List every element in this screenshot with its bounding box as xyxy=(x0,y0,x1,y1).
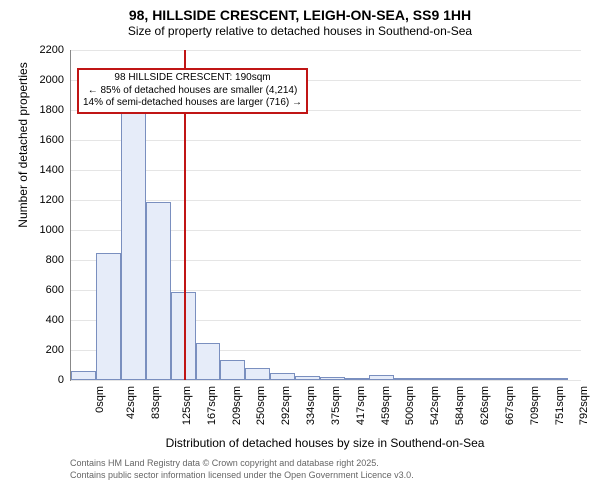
annotation-line: ← 85% of detached houses are smaller (4,… xyxy=(83,85,302,98)
x-tick-label: 250sqm xyxy=(255,386,267,425)
y-tick-label: 0 xyxy=(26,374,64,386)
histogram-bar xyxy=(295,376,320,381)
x-tick-label: 584sqm xyxy=(454,386,466,425)
y-tick-label: 1000 xyxy=(26,224,64,236)
x-tick-label: 417sqm xyxy=(355,386,367,425)
histogram-bar xyxy=(220,360,245,380)
histogram-bar xyxy=(196,343,220,381)
y-tick-label: 800 xyxy=(26,254,64,266)
x-tick-label: 292sqm xyxy=(280,386,292,425)
histogram-bar xyxy=(171,292,196,381)
x-tick-label: 83sqm xyxy=(150,386,162,419)
x-tick-label: 209sqm xyxy=(231,386,243,425)
x-tick-label: 125sqm xyxy=(181,386,193,425)
y-tick-label: 2200 xyxy=(26,44,64,56)
gridline xyxy=(71,170,581,171)
gridline xyxy=(71,140,581,141)
histogram-bar xyxy=(320,377,345,380)
y-tick-label: 1800 xyxy=(26,104,64,116)
x-tick-label: 667sqm xyxy=(504,386,516,425)
x-tick-label: 459sqm xyxy=(380,386,392,425)
histogram-bar xyxy=(394,378,419,380)
histogram-bar xyxy=(345,378,369,380)
histogram-bar xyxy=(96,253,120,381)
histogram-bar xyxy=(245,368,270,380)
histogram-bar xyxy=(121,110,146,380)
y-tick-label: 600 xyxy=(26,284,64,296)
gridline xyxy=(71,380,581,381)
x-tick-label: 334sqm xyxy=(305,386,317,425)
x-tick-label: 167sqm xyxy=(206,386,218,425)
x-tick-label: 751sqm xyxy=(554,386,566,425)
y-tick-label: 2000 xyxy=(26,74,64,86)
y-tick-label: 1200 xyxy=(26,194,64,206)
x-tick-label: 709sqm xyxy=(529,386,541,425)
histogram-bar xyxy=(444,378,468,380)
histogram-bar xyxy=(519,378,543,380)
annotation-box: 98 HILLSIDE CRESCENT: 190sqm← 85% of det… xyxy=(77,68,308,114)
annotation-line: 14% of semi-detached houses are larger (… xyxy=(83,97,302,110)
annotation-line: 98 HILLSIDE CRESCENT: 190sqm xyxy=(83,72,302,85)
x-tick-label: 542sqm xyxy=(429,386,441,425)
chart-subtitle: Size of property relative to detached ho… xyxy=(0,24,600,40)
x-tick-label: 42sqm xyxy=(125,386,137,419)
plot-area: 98 HILLSIDE CRESCENT: 190sqm← 85% of det… xyxy=(70,50,581,381)
y-tick-label: 200 xyxy=(26,344,64,356)
histogram-bar xyxy=(419,378,444,380)
histogram-bar xyxy=(146,202,171,381)
footnote-line-1: Contains HM Land Registry data © Crown c… xyxy=(70,458,379,468)
histogram-bar xyxy=(270,373,294,380)
x-tick-label: 500sqm xyxy=(404,386,416,425)
histogram-bar xyxy=(543,378,568,380)
x-tick-label: 375sqm xyxy=(330,386,342,425)
histogram-bar xyxy=(369,375,394,380)
histogram-bar xyxy=(494,378,519,380)
x-tick-label: 626sqm xyxy=(480,386,492,425)
y-tick-label: 1600 xyxy=(26,134,64,146)
gridline xyxy=(71,50,581,51)
y-tick-label: 1400 xyxy=(26,164,64,176)
x-axis-label: Distribution of detached houses by size … xyxy=(70,436,580,450)
x-tick-label: 0sqm xyxy=(94,386,106,413)
y-tick-label: 400 xyxy=(26,314,64,326)
footnote-line-2: Contains public sector information licen… xyxy=(70,470,414,480)
histogram-bar xyxy=(71,371,96,380)
x-tick-label: 792sqm xyxy=(579,386,591,425)
histogram-bar xyxy=(469,378,494,380)
chart-title: 98, HILLSIDE CRESCENT, LEIGH-ON-SEA, SS9… xyxy=(0,0,600,24)
